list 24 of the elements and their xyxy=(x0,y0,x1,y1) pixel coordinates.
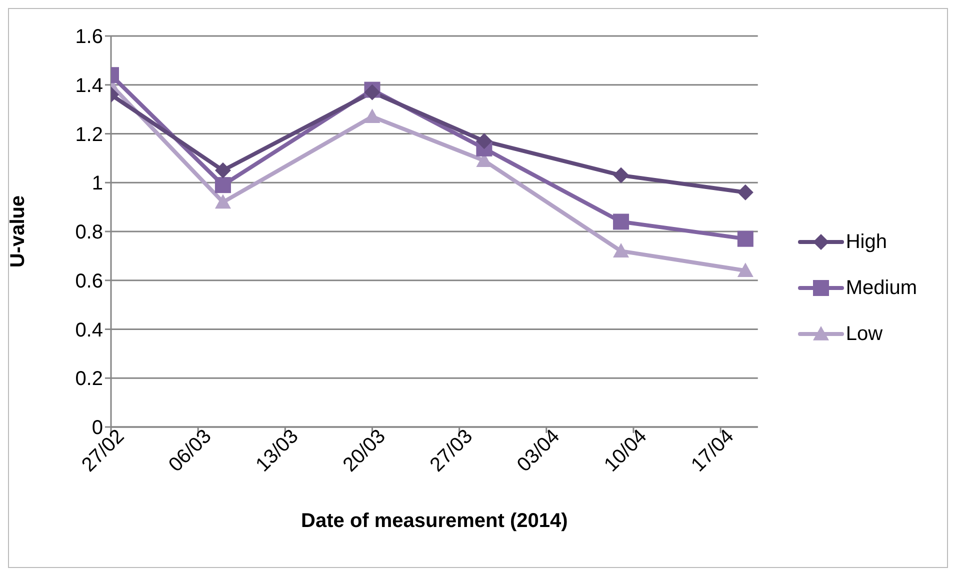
point xyxy=(613,243,630,258)
x-axis-title: Date of measurement (2014) xyxy=(301,510,568,532)
point xyxy=(737,262,754,277)
point xyxy=(476,133,492,150)
y-tick-label: 1.6 xyxy=(75,26,103,48)
point xyxy=(214,194,231,209)
legend-label: Medium xyxy=(846,276,917,301)
point xyxy=(737,184,754,200)
y-tick-label: 0.8 xyxy=(75,222,103,244)
point xyxy=(364,108,380,124)
point xyxy=(214,162,231,178)
y-axis-title: U-value xyxy=(7,195,30,268)
y-tick-label: 0.6 xyxy=(75,270,103,292)
point xyxy=(214,177,231,194)
point xyxy=(613,167,630,184)
legend-label: High xyxy=(846,230,887,255)
y-tick-label: 1.4 xyxy=(75,74,103,97)
y-tick-label: 1 xyxy=(92,172,103,195)
y-tick-label: 0.4 xyxy=(75,319,103,342)
point xyxy=(613,214,630,230)
legend-label: Low xyxy=(846,322,883,347)
point xyxy=(737,230,754,247)
y-tick-label: 1.2 xyxy=(75,124,103,146)
y-tick-label: 0.2 xyxy=(75,368,103,390)
